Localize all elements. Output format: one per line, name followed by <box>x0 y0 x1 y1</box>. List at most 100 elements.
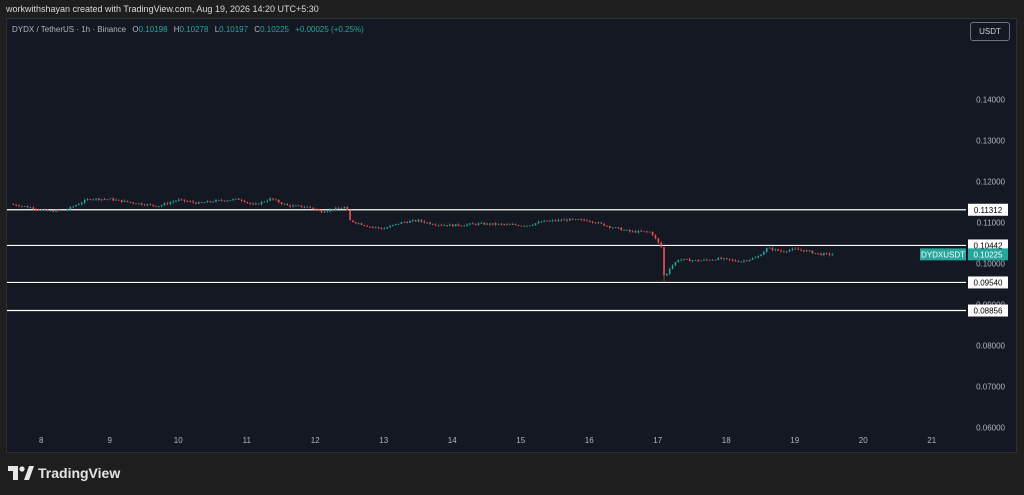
candle <box>648 231 651 233</box>
candle <box>283 202 286 205</box>
candle <box>663 246 665 282</box>
candle <box>366 225 368 227</box>
candle-body <box>714 259 717 261</box>
candle <box>643 231 645 233</box>
candle-body <box>409 221 411 223</box>
candle <box>43 208 46 211</box>
candle-body <box>374 227 377 228</box>
candle <box>543 219 545 223</box>
candle-body <box>517 225 520 226</box>
candle <box>209 200 212 203</box>
open-label: O <box>132 25 139 34</box>
candle <box>41 209 43 211</box>
candle-body <box>791 248 794 251</box>
candle-body <box>486 223 488 225</box>
candle-body <box>697 259 700 262</box>
candle <box>514 223 517 226</box>
candle-body <box>394 223 397 225</box>
candle <box>417 218 420 223</box>
candle-body <box>143 204 146 206</box>
candle <box>55 209 57 213</box>
candle <box>163 202 166 206</box>
candle <box>426 221 428 224</box>
candle-body <box>235 198 237 200</box>
candle-body <box>480 222 483 224</box>
candle <box>594 222 597 224</box>
candle <box>98 197 100 201</box>
candle <box>397 223 400 225</box>
candle-body <box>183 199 186 202</box>
change-value: +0.00025 (+0.25%) <box>295 25 364 34</box>
candle <box>677 259 680 263</box>
candle-body <box>446 225 448 226</box>
x-tick-label: 21 <box>927 436 936 445</box>
candle-body <box>800 249 802 251</box>
candle-body <box>557 219 560 221</box>
candle <box>509 223 511 225</box>
candle-body <box>643 231 645 233</box>
candle-body <box>412 220 414 222</box>
x-tick-label: 12 <box>311 436 320 445</box>
x-tick-label: 20 <box>859 436 868 445</box>
candle-body <box>83 199 86 203</box>
candle <box>589 219 591 223</box>
candle <box>257 203 260 205</box>
candle <box>406 220 408 224</box>
candle-body <box>69 206 72 210</box>
candle <box>731 258 734 262</box>
candle-body <box>286 203 289 206</box>
candle-body <box>743 260 745 262</box>
candle <box>571 218 574 221</box>
candle-body <box>483 222 486 225</box>
candle <box>823 252 825 257</box>
candle <box>805 249 808 252</box>
candle <box>680 258 682 262</box>
candle-body <box>737 261 740 263</box>
candle <box>140 202 143 206</box>
candle <box>172 200 174 204</box>
low-label: L <box>214 25 220 34</box>
candles <box>12 197 834 282</box>
candle-body <box>232 199 234 201</box>
candle <box>377 226 380 230</box>
candle-body <box>520 225 523 227</box>
chart-frame[interactable] <box>6 18 1017 453</box>
candle <box>380 227 383 230</box>
candle <box>272 198 274 201</box>
candle <box>723 257 725 261</box>
candle-body <box>434 224 437 226</box>
level-badge-text: 0.09540 <box>974 278 1003 287</box>
candle <box>563 218 565 221</box>
candle <box>63 209 66 211</box>
candle-body <box>315 208 317 210</box>
candle <box>346 206 349 211</box>
candle <box>671 264 674 270</box>
candle-body <box>260 201 263 205</box>
candle-body <box>805 250 808 252</box>
candle-body <box>626 229 628 231</box>
candle-body <box>163 203 166 206</box>
candle-body <box>152 204 154 206</box>
candle <box>757 254 760 259</box>
candle <box>240 198 243 203</box>
candle <box>597 221 600 225</box>
candle <box>75 204 77 207</box>
candle <box>200 201 203 204</box>
candle <box>420 219 423 223</box>
candle <box>215 199 217 203</box>
currency-button[interactable]: USDT <box>970 22 1010 41</box>
candle <box>432 223 434 226</box>
y-tick-label: 0.13000 <box>976 137 1005 146</box>
candle-body <box>814 253 817 254</box>
candle-body <box>78 204 80 206</box>
candle <box>118 199 120 201</box>
candle <box>363 224 366 227</box>
candle <box>280 201 283 206</box>
candle <box>828 252 831 257</box>
tradingview-logo[interactable]: TradingView <box>8 465 120 481</box>
candle <box>554 219 557 222</box>
x-tick-label: 11 <box>243 436 252 445</box>
candle <box>138 203 140 205</box>
candle <box>32 205 35 211</box>
